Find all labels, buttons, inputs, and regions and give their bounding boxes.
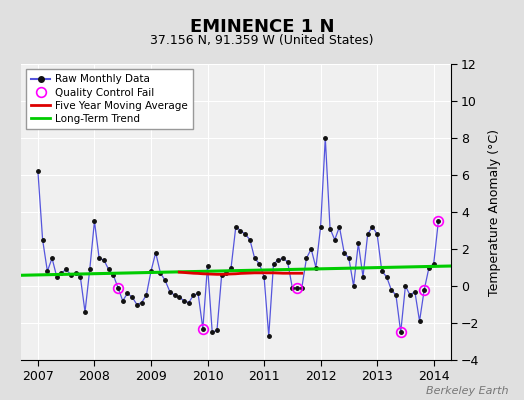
Text: EMINENCE 1 N: EMINENCE 1 N <box>190 18 334 36</box>
Text: 37.156 N, 91.359 W (United States): 37.156 N, 91.359 W (United States) <box>150 34 374 47</box>
Y-axis label: Temperature Anomaly (°C): Temperature Anomaly (°C) <box>488 128 501 296</box>
Text: Berkeley Earth: Berkeley Earth <box>426 386 508 396</box>
Legend: Raw Monthly Data, Quality Control Fail, Five Year Moving Average, Long-Term Tren: Raw Monthly Data, Quality Control Fail, … <box>26 69 193 129</box>
